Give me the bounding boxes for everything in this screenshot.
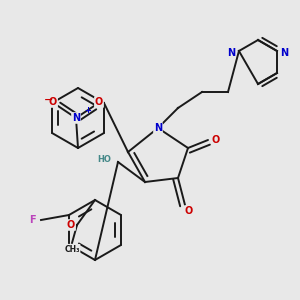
Text: +: + <box>84 106 91 115</box>
Text: N: N <box>280 48 288 58</box>
Text: O: O <box>67 220 75 230</box>
Text: CH₃: CH₃ <box>64 244 80 253</box>
Text: O: O <box>185 206 193 216</box>
Text: HO: HO <box>97 155 111 164</box>
Text: N: N <box>154 123 162 133</box>
Text: F: F <box>29 215 35 225</box>
Text: O: O <box>95 97 103 107</box>
Text: O: O <box>212 135 220 145</box>
Text: −: − <box>44 95 53 105</box>
Text: N: N <box>227 48 235 58</box>
Text: N: N <box>72 113 80 123</box>
Text: O: O <box>49 97 57 107</box>
